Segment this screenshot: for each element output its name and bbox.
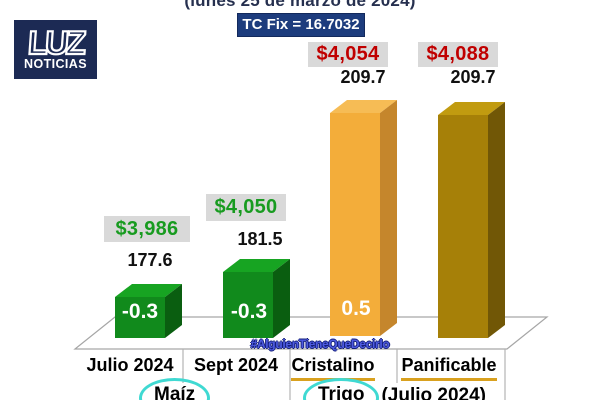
bar-trigo-panificable-front <box>438 115 488 338</box>
usd-value-maiz-julio: 177.6 <box>127 250 173 270</box>
bar-maiz-julio-side <box>165 284 182 338</box>
bar-trigo-cristalino-front <box>330 113 380 336</box>
bar-maiz-sept-front <box>223 272 273 338</box>
trigo-circle-highlight: Trigo <box>303 378 380 400</box>
category-label-panificable: Panificable <box>389 355 509 381</box>
bar-trigo-cristalino-top <box>330 100 397 113</box>
bar-maiz-julio <box>115 284 182 338</box>
change-label-maiz-julio: -0.3 <box>121 300 159 323</box>
watermark-hashtag: #AlguienTieneQueDecirlo <box>250 337 390 351</box>
category-label-panificable-text: Panificable <box>401 355 497 381</box>
floor-plane <box>73 316 549 350</box>
usd-value-trigo-panificable: 209.7 <box>450 67 496 87</box>
price-box-maiz-sept: $4,050 <box>206 194 286 221</box>
group-label-trigo-suffix: (Julio 2024) <box>381 385 486 400</box>
maiz-circle-highlight: Maíz <box>139 378 211 400</box>
chart-title-date: (lunes 25 de marzo de 2024) <box>184 0 416 10</box>
change-label-maiz-sept: -0.3 <box>230 300 268 323</box>
change-label-trigo-cristalino: 0.5 <box>341 297 371 320</box>
price-box-trigo-panificable: $4,088 <box>418 42 498 67</box>
bar-trigo-panificable <box>438 102 505 338</box>
tc-fix-badge: TC Fix = 16.7032 <box>237 13 365 37</box>
luz-noticias-logo: LUZ NOTICIAS <box>14 20 97 79</box>
bar-trigo-cristalino-side <box>380 100 397 336</box>
category-label-sept-2024: Sept 2024 <box>193 355 279 375</box>
bar-trigo-cristalino <box>330 100 397 336</box>
bar-maiz-julio-top <box>115 284 182 297</box>
logo-subtitle: NOTICIAS <box>24 56 87 71</box>
category-label-julio-2024: Julio 2024 <box>86 355 174 375</box>
bar-maiz-sept-top <box>223 259 290 272</box>
group-label-trigo: Trigo (Julio 2024) <box>303 378 486 400</box>
price-box-trigo-cristalino: $4,054 <box>308 42 388 67</box>
bar-maiz-sept-side <box>273 259 290 338</box>
bar-maiz-julio-front <box>115 297 165 338</box>
usd-value-maiz-sept: 181.5 <box>237 229 283 249</box>
bar-maiz-sept <box>223 259 290 338</box>
bar-trigo-panificable-side <box>488 102 505 338</box>
usd-value-trigo-cristalino: 209.7 <box>340 67 386 87</box>
bar-trigo-panificable-top <box>438 102 505 115</box>
price-box-maiz-julio: $3,986 <box>104 216 190 242</box>
group-label-maiz: Maíz <box>139 378 211 400</box>
